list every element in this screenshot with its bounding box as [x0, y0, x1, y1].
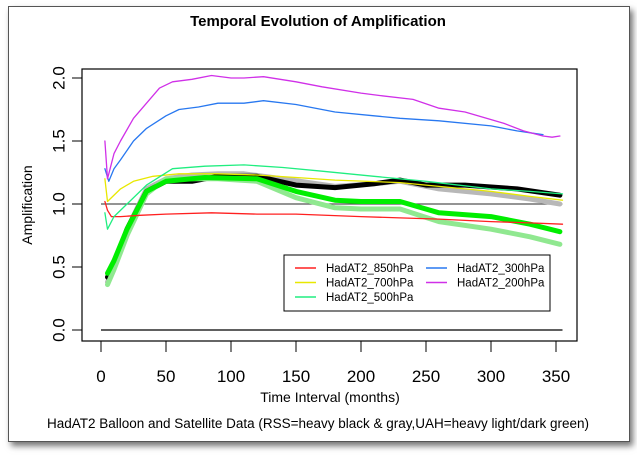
- legend-box: [283, 254, 551, 312]
- legend-label-hadat2-500hpa: HadAT2_500hPa: [326, 292, 414, 304]
- legend-label-hadat2-300hpa: HadAT2_300hPa: [457, 263, 545, 275]
- x-tick-label: 0: [96, 367, 105, 386]
- x-tick-label: 250: [412, 367, 440, 386]
- series-line-hadat2-500hpa: [104, 164, 564, 230]
- reference-lines: [101, 203, 563, 331]
- chart-title: Temporal Evolution of Amplification: [190, 13, 446, 30]
- y-tick-label: 1.5: [49, 129, 68, 153]
- chart-subtitle: HadAT2 Balloon and Satellite Data (RSS=h…: [47, 416, 589, 431]
- y-tick-label: 0.5: [49, 255, 68, 279]
- legend-label-hadat2-850hpa: HadAT2_850hPa: [326, 263, 414, 275]
- legend-label-hadat2-700hpa: HadAT2_700hPa: [326, 278, 414, 290]
- x-tick-label: 150: [282, 367, 310, 386]
- x-axis: 0 50 100 150 200 250 300 350: [96, 340, 570, 386]
- x-tick-label: 300: [477, 367, 505, 386]
- y-axis: 0.0 0.5 1.0 1.5 2.0: [49, 66, 83, 342]
- y-tick-label: 2.0: [49, 66, 68, 90]
- x-tick-label: 350: [542, 367, 570, 386]
- series-line-uah-dark-green: [105, 175, 563, 276]
- series-line-hadat2-700hpa: [104, 173, 564, 203]
- legend: HadAT2_850hPa HadAT2_700hPa HadAT2_500hPa H…: [283, 254, 551, 312]
- y-tick-label: 1.0: [49, 192, 68, 216]
- x-axis-title: Time Interval (months): [260, 389, 400, 405]
- x-tick-label: 50: [157, 367, 176, 386]
- x-tick-label: 200: [347, 367, 375, 386]
- y-axis-title: Amplification: [19, 165, 35, 244]
- series-lines: [104, 74, 564, 288]
- x-tick-label: 100: [217, 367, 245, 386]
- series-line-hadat2-200hpa: [104, 74, 561, 180]
- series-line-hadat2-300hpa: [104, 100, 544, 182]
- legend-label-hadat2-200hpa: HadAT2_200hPa: [457, 278, 545, 290]
- y-tick-label: 0.0: [49, 318, 68, 342]
